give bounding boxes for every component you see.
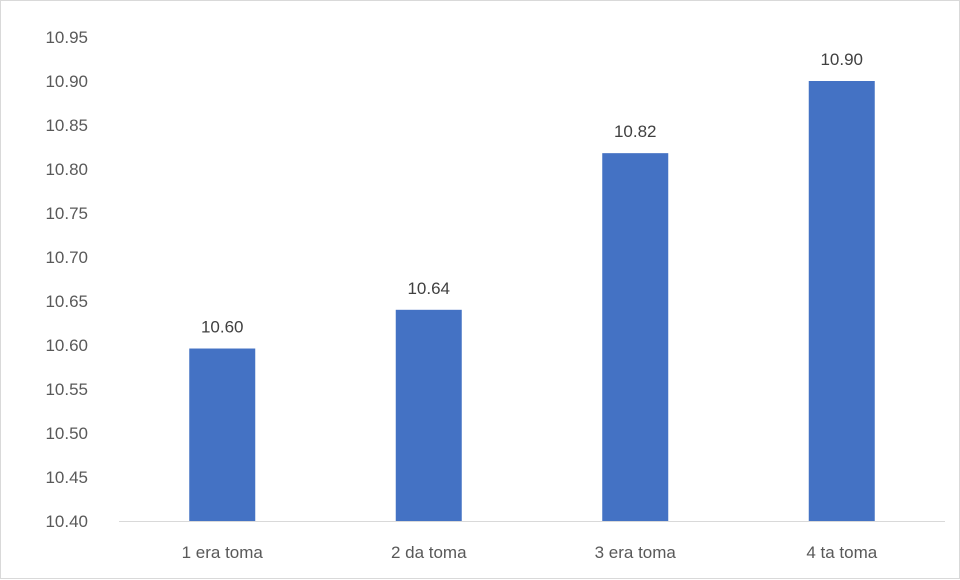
bar-data-label: 10.64 — [407, 279, 450, 298]
y-tick-label: 10.90 — [45, 72, 88, 91]
y-tick-label: 10.70 — [45, 248, 88, 267]
bar-data-label: 10.90 — [820, 50, 863, 69]
y-axis: 10.40 10.45 10.50 10.55 10.60 10.65 10.70 10.75… — [45, 28, 88, 531]
y-tick-label: 10.75 — [45, 204, 88, 223]
bar-data-label: 10.60 — [201, 318, 244, 337]
bars — [189, 81, 875, 521]
bar-data-label: 10.82 — [614, 122, 657, 141]
y-tick-label: 10.50 — [45, 424, 88, 443]
y-tick-label: 10.80 — [45, 160, 88, 179]
bar — [808, 81, 875, 521]
x-tick-label: 2 da toma — [391, 543, 467, 562]
x-tick-label: 3 era toma — [595, 543, 677, 562]
data-labels: 10.60 10.64 10.82 10.90 — [201, 50, 863, 337]
y-tick-label: 10.40 — [45, 512, 88, 531]
bar — [395, 309, 462, 521]
bar — [602, 153, 669, 521]
y-tick-label: 10.60 — [45, 336, 88, 355]
x-tick-label: 4 ta toma — [806, 543, 877, 562]
y-tick-label: 10.45 — [45, 468, 88, 487]
y-tick-label: 10.95 — [45, 28, 88, 47]
y-tick-label: 10.85 — [45, 116, 88, 135]
bar — [189, 348, 256, 521]
y-tick-label: 10.55 — [45, 380, 88, 399]
y-tick-label: 10.65 — [45, 292, 88, 311]
x-tick-label: 1 era toma — [182, 543, 264, 562]
x-axis: 1 era toma 2 da toma 3 era toma 4 ta toma — [119, 521, 945, 562]
